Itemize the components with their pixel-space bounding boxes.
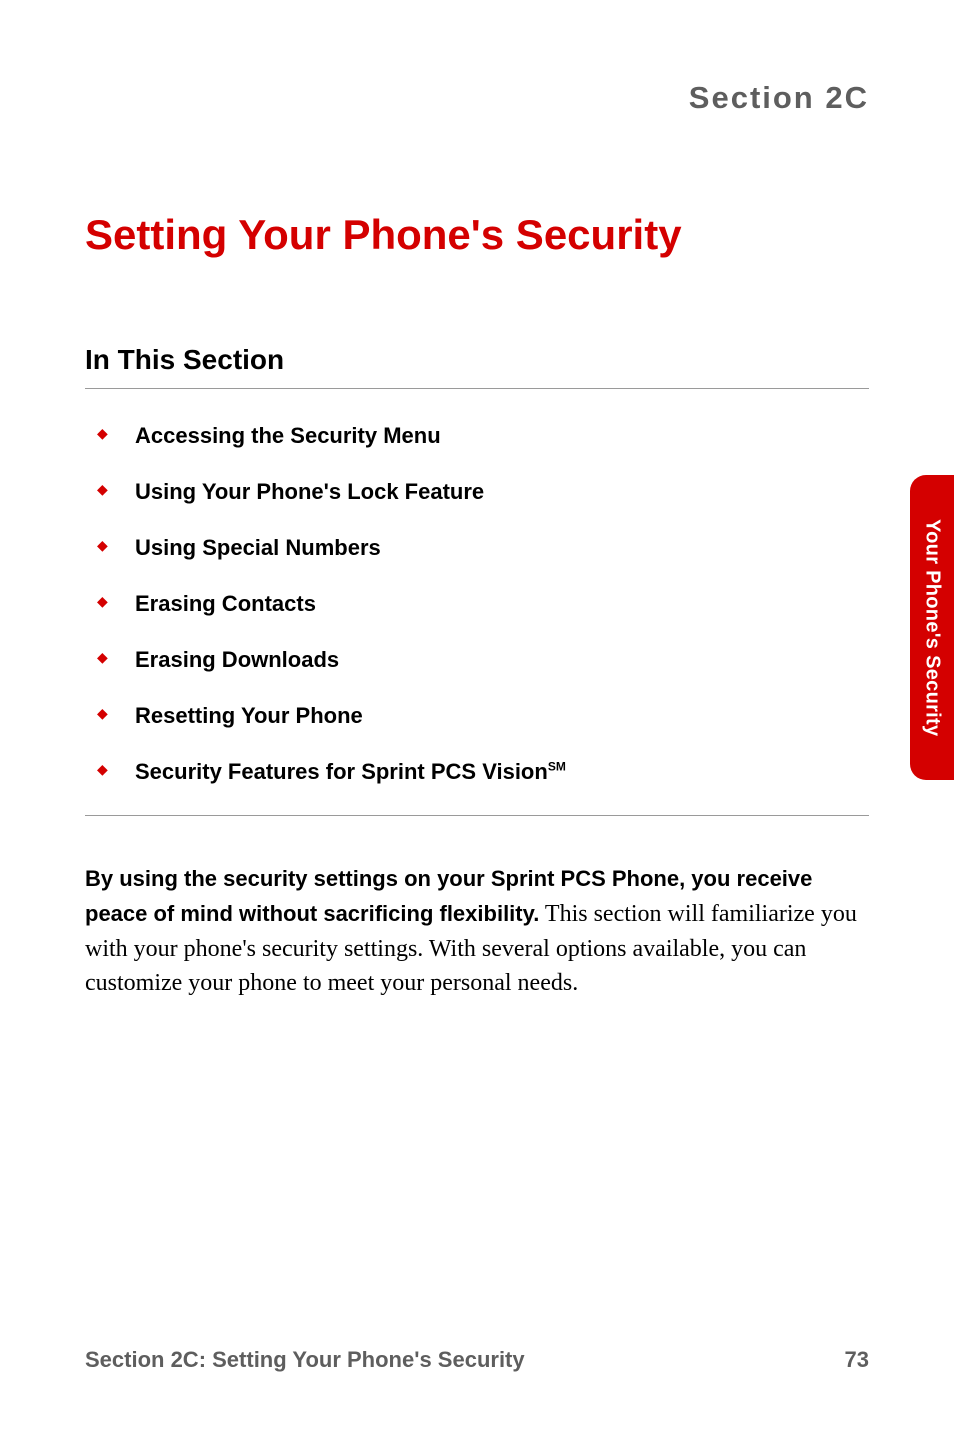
- in-this-section-heading: In This Section: [85, 344, 869, 389]
- toc-item-text: Erasing Downloads: [135, 647, 339, 672]
- toc-item-label: Erasing Contacts: [135, 591, 316, 617]
- toc-item: ◆ Using Your Phone's Lock Feature: [97, 479, 869, 505]
- toc-item: ◆ Erasing Downloads: [97, 647, 869, 673]
- toc-list: ◆ Accessing the Security Menu ◆ Using Yo…: [97, 423, 869, 785]
- toc-item: ◆ Security Features for Sprint PCS Visio…: [97, 759, 869, 785]
- toc-item: ◆ Using Special Numbers: [97, 535, 869, 561]
- toc-item: ◆ Erasing Contacts: [97, 591, 869, 617]
- toc-item-label: Accessing the Security Menu: [135, 423, 441, 449]
- diamond-bullet-icon: ◆: [97, 486, 107, 496]
- toc-item-text: Security Features for Sprint PCS Vision: [135, 759, 548, 784]
- page-footer: Section 2C: Setting Your Phone's Securit…: [85, 1347, 869, 1373]
- divider: [85, 815, 869, 816]
- diamond-bullet-icon: ◆: [97, 766, 107, 776]
- page-number: 73: [845, 1347, 869, 1373]
- diamond-bullet-icon: ◆: [97, 542, 107, 552]
- page-title: Setting Your Phone's Security: [85, 211, 869, 259]
- toc-item-label: Using Your Phone's Lock Feature: [135, 479, 484, 505]
- toc-item-sup: SM: [548, 760, 566, 774]
- diamond-bullet-icon: ◆: [97, 430, 107, 440]
- section-label: Section 2C: [85, 80, 869, 116]
- footer-section-title: Section 2C: Setting Your Phone's Securit…: [85, 1347, 525, 1373]
- toc-item-label: Erasing Downloads: [135, 647, 339, 673]
- diamond-bullet-icon: ◆: [97, 710, 107, 720]
- toc-item-text: Using Special Numbers: [135, 535, 381, 560]
- toc-item-text: Using Your Phone's Lock Feature: [135, 479, 484, 504]
- toc-item-label: Using Special Numbers: [135, 535, 381, 561]
- diamond-bullet-icon: ◆: [97, 654, 107, 664]
- toc-item-label: Security Features for Sprint PCS VisionS…: [135, 759, 566, 785]
- side-tab-label: Your Phone's Security: [921, 519, 944, 736]
- toc-item-text: Accessing the Security Menu: [135, 423, 441, 448]
- diamond-bullet-icon: ◆: [97, 598, 107, 608]
- toc-item-text: Erasing Contacts: [135, 591, 316, 616]
- side-tab: Your Phone's Security: [910, 475, 954, 780]
- intro-paragraph: By using the security settings on your S…: [85, 862, 869, 1001]
- toc-item-text: Resetting Your Phone: [135, 703, 363, 728]
- toc-item: ◆ Accessing the Security Menu: [97, 423, 869, 449]
- toc-item: ◆ Resetting Your Phone: [97, 703, 869, 729]
- toc-item-label: Resetting Your Phone: [135, 703, 363, 729]
- page: Section 2C Setting Your Phone's Security…: [0, 0, 954, 1431]
